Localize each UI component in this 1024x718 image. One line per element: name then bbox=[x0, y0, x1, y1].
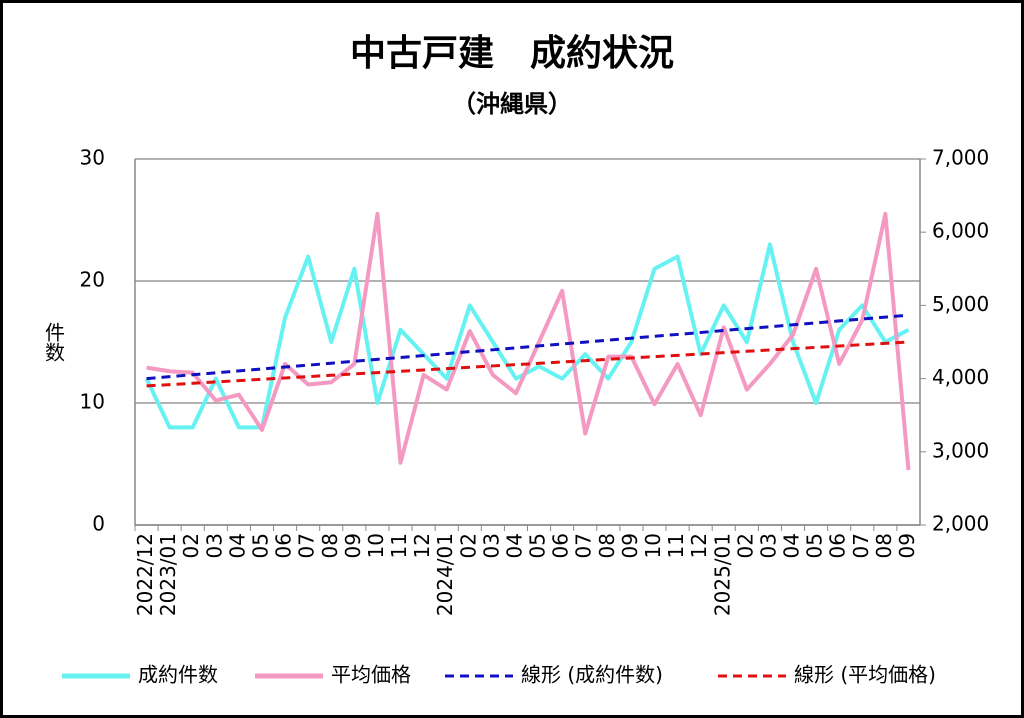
x-tick-label: 07 bbox=[572, 533, 596, 558]
x-tick-label: 12 bbox=[687, 533, 711, 558]
y2-tick-label: 7,000 bbox=[932, 146, 989, 170]
y2-tick-label: 3,000 bbox=[932, 438, 989, 462]
x-tick-label: 02 bbox=[733, 533, 757, 558]
x-tick-label: 04 bbox=[502, 533, 526, 558]
x-tick-label: 08 bbox=[318, 533, 342, 558]
x-tick-label: 06 bbox=[272, 533, 296, 558]
x-tick-label: 10 bbox=[364, 533, 388, 558]
x-tick-label: 09 bbox=[895, 533, 919, 558]
x-tick-label: 02 bbox=[179, 533, 203, 558]
y-tick-label: 0 bbox=[92, 512, 105, 536]
legend-label: 平均価格 bbox=[331, 663, 411, 687]
y-tick-label: 20 bbox=[80, 268, 105, 292]
legend-label: 成約件数 bbox=[138, 663, 218, 687]
y2-tick-label: 2,000 bbox=[932, 512, 989, 536]
series-line bbox=[146, 340, 909, 388]
x-tick-label: 07 bbox=[849, 533, 873, 558]
x-tick-label: 11 bbox=[664, 533, 688, 558]
x-tick-label: 11 bbox=[387, 533, 411, 558]
x-tick-label: 07 bbox=[295, 533, 319, 558]
x-tick-label: 04 bbox=[780, 533, 804, 558]
x-tick-label: 04 bbox=[225, 533, 249, 558]
x-tick-label: 09 bbox=[341, 533, 365, 558]
x-tick-label: 12 bbox=[410, 533, 434, 558]
x-tick-label: 05 bbox=[803, 533, 827, 558]
x-tick-label: 08 bbox=[595, 533, 619, 558]
y2-tick-label: 6,000 bbox=[932, 219, 989, 243]
x-tick-label: 08 bbox=[872, 533, 896, 558]
chart-subtitle: （沖縄県） bbox=[452, 90, 572, 118]
y-axis-label: 件数 bbox=[42, 322, 66, 362]
x-tick-label: 2024/01 bbox=[433, 533, 457, 616]
x-tick-label: 05 bbox=[248, 533, 272, 558]
x-tick-label: 03 bbox=[202, 533, 226, 558]
x-tick-label: 05 bbox=[526, 533, 550, 558]
x-tick-label: 03 bbox=[756, 533, 780, 558]
chart-title: 中古戸建 成約状況 bbox=[350, 33, 674, 74]
x-tick-label: 10 bbox=[641, 533, 665, 558]
y2-tick-label: 4,000 bbox=[932, 365, 989, 389]
y2-tick-label: 5,000 bbox=[932, 292, 989, 316]
x-tick-label: 06 bbox=[826, 533, 850, 558]
x-tick-label: 2022/12 bbox=[133, 533, 157, 616]
y-tick-label: 30 bbox=[80, 146, 105, 170]
legend-label: 線形 (成約件数) bbox=[521, 663, 663, 687]
x-tick-label: 2025/01 bbox=[710, 533, 734, 616]
x-tick-label: 09 bbox=[618, 533, 642, 558]
y-tick-label: 10 bbox=[80, 390, 105, 414]
x-tick-label: 02 bbox=[456, 533, 480, 558]
series-line bbox=[144, 242, 910, 430]
x-tick-label: 03 bbox=[479, 533, 503, 558]
x-tick-label: 2023/01 bbox=[156, 533, 180, 616]
legend-label: 線形 (平均価格) bbox=[794, 663, 936, 687]
x-tick-label: 06 bbox=[549, 533, 573, 558]
series-line bbox=[146, 313, 909, 381]
